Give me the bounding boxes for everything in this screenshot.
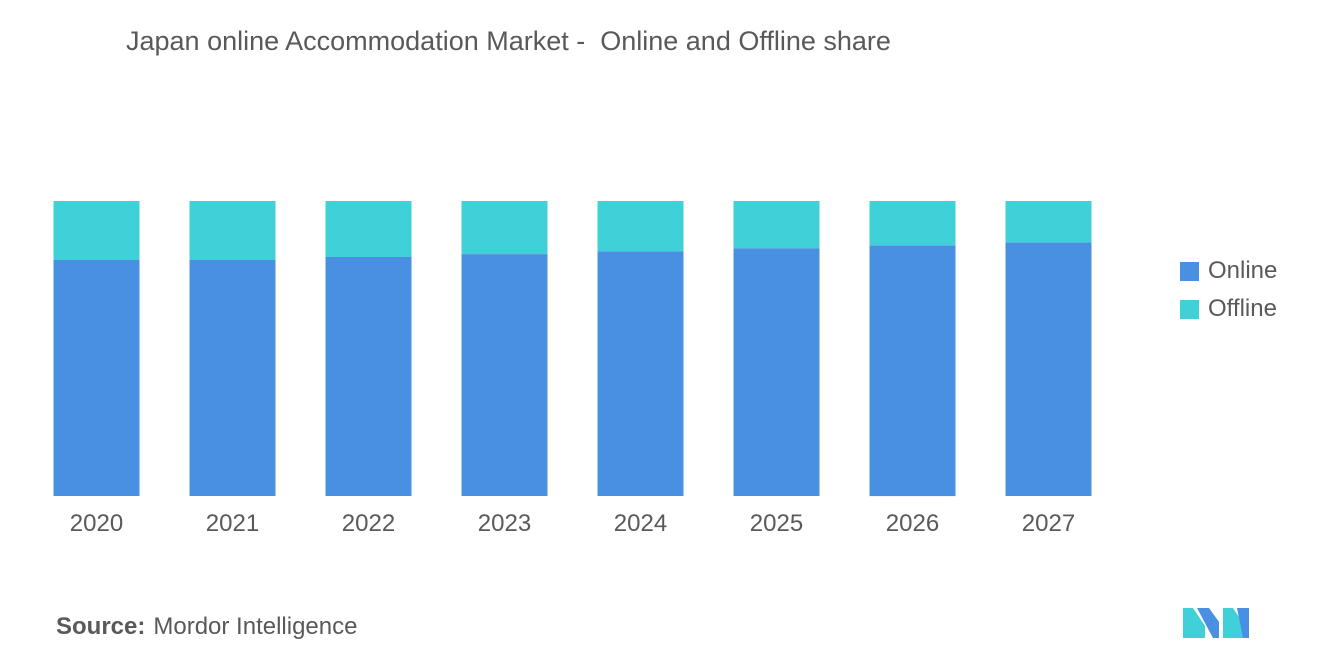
bar-offline-2020 — [53, 201, 140, 260]
legend-label-online: Online — [1208, 257, 1278, 284]
bars-group — [53, 201, 1092, 497]
logo-shape-mid — [1197, 608, 1219, 638]
x-tick-label-2027: 2027 — [1022, 510, 1075, 537]
legend-item-online[interactable]: Online — [1180, 252, 1277, 290]
x-tick-label-2026: 2026 — [886, 510, 939, 537]
source-value: Mordor Intelligence — [153, 613, 358, 640]
bar-online-2025 — [733, 248, 820, 496]
bar-online-2023 — [461, 254, 548, 496]
chart-title: Japan online Accommodation Market - Onli… — [126, 26, 891, 56]
logo-shape-left — [1183, 608, 1205, 638]
bar-offline-2027 — [1005, 201, 1092, 243]
mordor-intelligence-logo — [1183, 608, 1249, 638]
bar-online-2024 — [597, 251, 684, 496]
bar-offline-2026 — [869, 201, 956, 246]
bar-offline-2022 — [325, 201, 412, 257]
logo-shape-right2 — [1237, 608, 1249, 638]
bar-online-2021 — [189, 260, 276, 496]
logo-shape-right — [1223, 608, 1245, 638]
x-tick-label-2021: 2021 — [206, 510, 259, 537]
bar-online-2020 — [53, 260, 140, 496]
bar-offline-2025 — [733, 201, 820, 249]
bar-offline-2023 — [461, 201, 548, 255]
legend-label-offline: Offline — [1208, 295, 1277, 322]
x-tick-label-2023: 2023 — [478, 510, 531, 537]
x-tick-label-2025: 2025 — [750, 510, 803, 537]
legend: Online Offline — [1180, 252, 1277, 328]
bar-offline-2024 — [597, 201, 684, 252]
x-tick-label-2022: 2022 — [342, 510, 395, 537]
source-label: Source: — [56, 613, 146, 640]
x-tick-label-2020: 2020 — [70, 510, 123, 537]
legend-item-offline[interactable]: Offline — [1180, 290, 1277, 328]
x-tick-label-2024: 2024 — [614, 510, 667, 537]
bar-offline-2021 — [189, 201, 276, 260]
legend-swatch-offline — [1180, 299, 1199, 319]
legend-swatch-online — [1180, 261, 1199, 281]
bar-online-2026 — [869, 245, 956, 497]
bar-online-2022 — [325, 257, 412, 496]
source-line: Source: Mordor Intelligence — [56, 613, 357, 641]
bar-online-2027 — [1005, 242, 1092, 496]
x-tick-labels: 2020 2021 2022 2023 2024 2025 2026 2027 — [70, 510, 1075, 537]
